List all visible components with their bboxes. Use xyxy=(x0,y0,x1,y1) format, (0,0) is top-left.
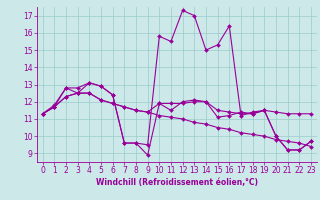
X-axis label: Windchill (Refroidissement éolien,°C): Windchill (Refroidissement éolien,°C) xyxy=(96,178,258,187)
